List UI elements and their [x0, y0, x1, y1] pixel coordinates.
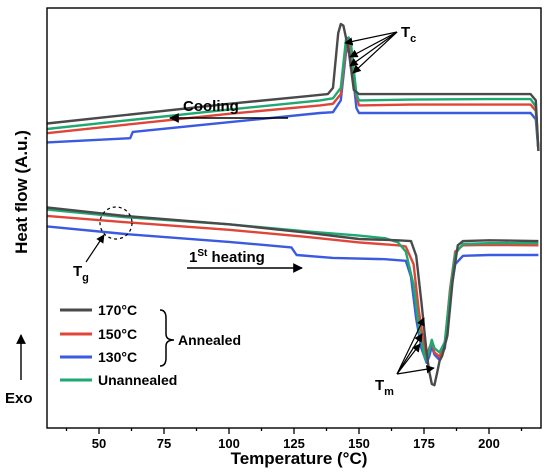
legend: 170°C 150°C 130°C Unannealed Annealed	[60, 302, 241, 388]
series-heating-0	[46, 206, 539, 387]
tm-arrow-1	[396, 333, 423, 375]
tc-arrow-3	[352, 31, 398, 74]
x-tick-label: 100	[218, 436, 240, 451]
tm-arrow-0	[396, 317, 425, 375]
tc-arrow-0	[344, 31, 398, 46]
legend-entry: Unannealed	[98, 372, 177, 388]
legend-entry: 170°C	[98, 302, 137, 318]
heating-label: 1St heating	[189, 248, 265, 266]
x-tick-label: 200	[478, 436, 500, 451]
x-tick-label: 50	[92, 436, 106, 451]
x-axis-title: Temperature (°C)	[231, 449, 368, 468]
series-cooling-1	[46, 40, 540, 151]
tc-arrow-2	[349, 31, 398, 67]
x-tick-label: 175	[413, 436, 435, 451]
tc-arrow-1	[349, 31, 398, 58]
x-tick-label: 75	[157, 436, 171, 451]
tm-arrow-3	[396, 365, 435, 375]
tm-label: Tm	[375, 377, 394, 398]
annealed-label: Annealed	[178, 332, 241, 348]
legend-entry: 150°C	[98, 326, 137, 342]
x-ticks: 50 75 100 125 150 175 200	[65, 428, 523, 451]
x-tick-label: 150	[348, 436, 370, 451]
legend-entry: 130°C	[98, 349, 137, 365]
series-cooling-0	[46, 22, 540, 151]
y-axis-title: Heat flow (A.u.)	[12, 130, 31, 254]
tg-arrow	[85, 234, 105, 263]
tc-label: Tc	[401, 24, 416, 45]
cooling-label: Cooling	[183, 98, 239, 115]
tm-arrow-2	[396, 343, 421, 375]
series-heating-2	[46, 225, 539, 365]
tg-circle	[99, 206, 133, 240]
annealed-brace	[159, 309, 175, 367]
x-tick-label: 125	[283, 436, 305, 451]
tg-label: Tg	[73, 263, 89, 284]
exo-label: Exo	[5, 390, 33, 407]
annotations: Cooling 1St heating Tc Tg Tm Exo	[5, 24, 435, 407]
